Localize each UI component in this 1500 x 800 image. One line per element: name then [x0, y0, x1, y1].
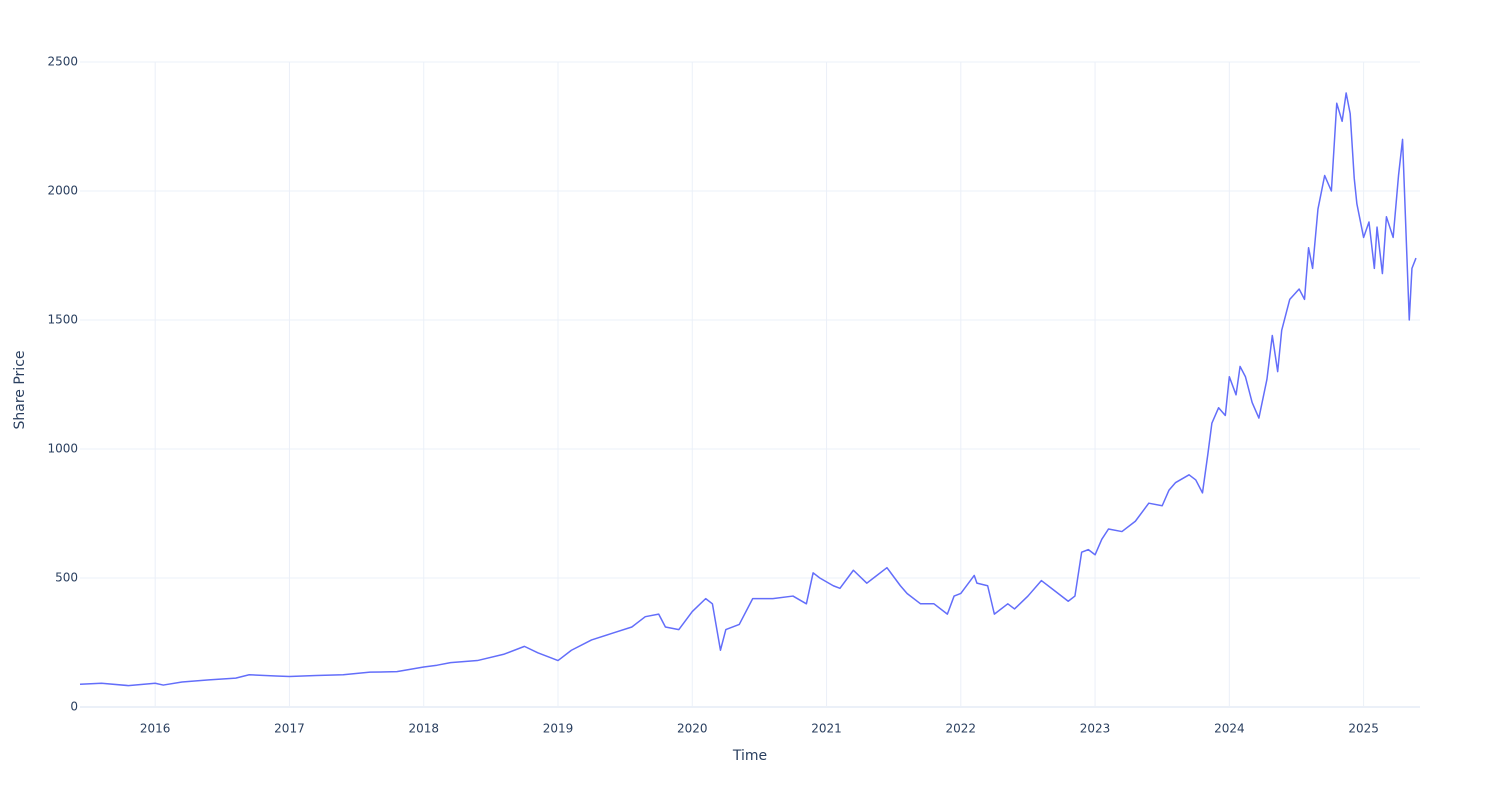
y-axis-title: Share Price — [12, 350, 28, 429]
x-tick-label: 2016 — [140, 722, 171, 736]
y-tick-label: 2000 — [47, 184, 78, 198]
x-tick-label: 2017 — [274, 722, 305, 736]
y-tick-label: 1500 — [47, 313, 78, 327]
x-tick-label: 2024 — [1214, 722, 1245, 736]
y-tick-label: 500 — [55, 571, 78, 585]
y-tick-label: 1000 — [47, 442, 78, 456]
x-tick-label: 2019 — [543, 722, 574, 736]
y-tick-label: 0 — [70, 700, 78, 714]
x-tick-label: 2022 — [946, 722, 977, 736]
price-line — [79, 92, 1417, 687]
x-tick-label: 2020 — [677, 722, 708, 736]
x-tick-label: 2025 — [1348, 722, 1379, 736]
x-tick-label: 2023 — [1080, 722, 1111, 736]
y-tick-label: 2500 — [47, 55, 78, 69]
x-axis-title: Time — [732, 748, 767, 764]
x-tick-label: 2018 — [408, 722, 439, 736]
x-tick-label: 2021 — [811, 722, 842, 736]
